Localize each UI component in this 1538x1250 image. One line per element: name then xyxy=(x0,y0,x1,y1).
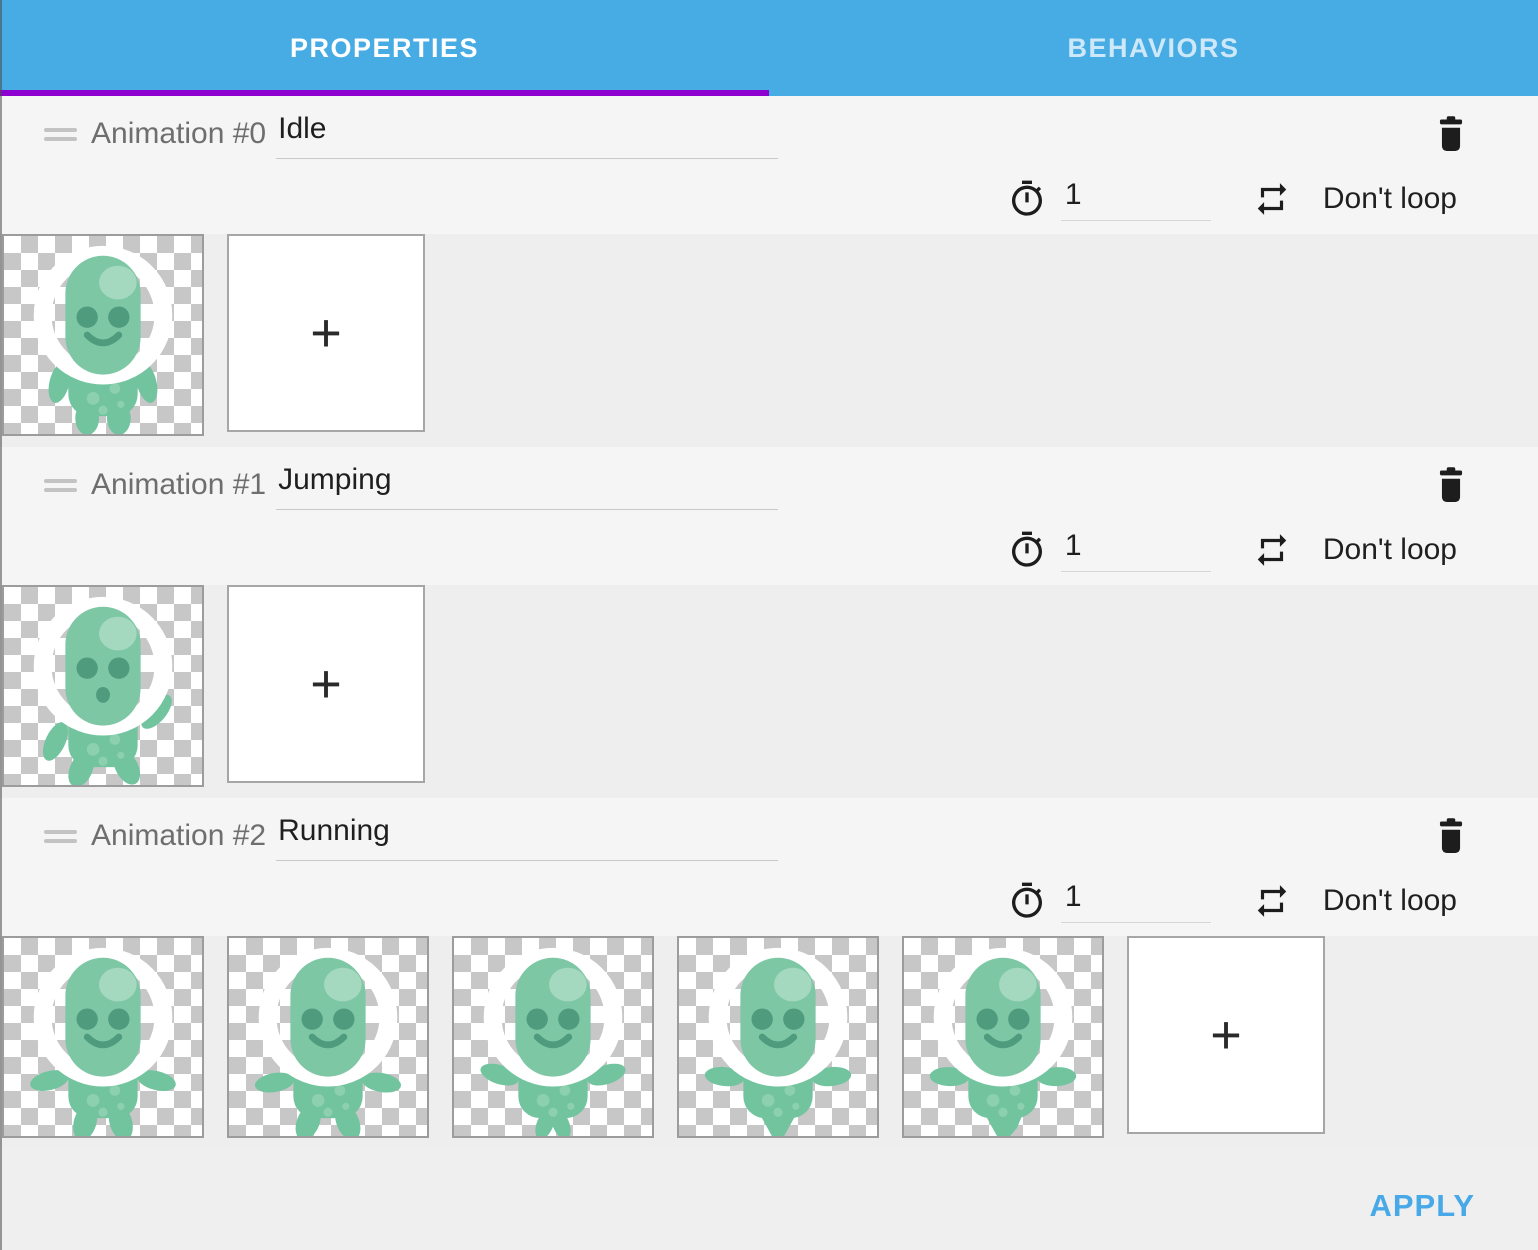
alien-sprite-run4 xyxy=(704,947,852,1136)
window-edge xyxy=(0,0,2,1250)
plus-icon: + xyxy=(310,654,342,714)
loop-toggle[interactable]: Don't loop xyxy=(1253,180,1457,218)
animation-name-row: Animation #2 xyxy=(0,798,1538,866)
time-between-frames-input[interactable] xyxy=(1060,879,1211,923)
drag-handle-icon[interactable] xyxy=(44,825,77,848)
active-tab-indicator xyxy=(0,90,769,96)
delete-animation-button[interactable] xyxy=(1430,462,1472,508)
apply-button[interactable]: APPLY xyxy=(1369,1188,1475,1223)
animation-frame-thumbnail[interactable] xyxy=(677,936,879,1138)
tab-behaviors-label: BEHAVIORS xyxy=(1067,32,1240,63)
animation-name-input[interactable] xyxy=(276,811,779,861)
animation-timing-row: Don't loop xyxy=(0,866,1538,936)
repeat-icon xyxy=(1257,534,1287,566)
trash-icon xyxy=(1439,818,1463,853)
animation-frame-thumbnail[interactable] xyxy=(2,585,204,787)
animation-name-input[interactable] xyxy=(276,460,779,510)
plus-icon: + xyxy=(1210,1005,1242,1065)
animation-section-2: Animation #2 xyxy=(0,798,1538,1149)
loop-mode-label: Don't loop xyxy=(1322,182,1457,215)
animation-index-label: Animation #2 xyxy=(91,819,267,852)
add-frame-button[interactable]: + xyxy=(1127,936,1325,1134)
animation-name-row: Animation #0 xyxy=(0,96,1538,164)
frames-strip: + xyxy=(0,585,1538,798)
alien-sprite-run2 xyxy=(254,947,402,1136)
drag-handle-icon[interactable] xyxy=(44,474,77,497)
time-between-frames-input[interactable] xyxy=(1060,528,1211,572)
alien-sprite-run1 xyxy=(30,947,176,1136)
time-between-frames-input[interactable] xyxy=(1060,177,1211,221)
timer-icon xyxy=(1011,180,1042,216)
tab-properties[interactable]: PROPERTIES xyxy=(0,0,769,96)
footer-bar: APPLY xyxy=(0,1149,1538,1250)
animation-frame-thumbnail[interactable] xyxy=(452,936,654,1138)
drag-handle-icon[interactable] xyxy=(44,123,77,146)
tab-properties-label: PROPERTIES xyxy=(289,32,480,63)
animation-index-label: Animation #1 xyxy=(91,468,267,501)
repeat-icon xyxy=(1257,885,1287,917)
tab-behaviors[interactable]: BEHAVIORS xyxy=(769,0,1538,96)
animation-frame-thumbnail[interactable] xyxy=(2,936,204,1138)
animation-frame-thumbnail[interactable] xyxy=(2,234,204,436)
loop-mode-label: Don't loop xyxy=(1322,533,1457,566)
frames-strip: + xyxy=(0,936,1538,1149)
loop-toggle[interactable]: Don't loop xyxy=(1253,531,1457,569)
animation-index-label: Animation #0 xyxy=(91,117,267,150)
frames-strip: + xyxy=(0,234,1538,447)
add-frame-button[interactable]: + xyxy=(227,585,425,783)
animation-section-1: Animation #1 xyxy=(0,447,1538,798)
trash-icon xyxy=(1439,116,1463,151)
animations-list: Animation #0 xyxy=(0,96,1538,1149)
alien-sprite-idle xyxy=(33,245,173,434)
alien-sprite-jumping xyxy=(33,596,173,785)
repeat-icon xyxy=(1257,183,1287,215)
animation-name-row: Animation #1 xyxy=(0,447,1538,515)
animation-timing-row: Don't loop xyxy=(0,515,1538,585)
animation-frame-thumbnail[interactable] xyxy=(902,936,1104,1138)
animation-section-0: Animation #0 xyxy=(0,96,1538,447)
delete-animation-button[interactable] xyxy=(1430,813,1472,859)
alien-sprite-run5 xyxy=(929,947,1077,1136)
plus-icon: + xyxy=(310,303,342,363)
loop-toggle[interactable]: Don't loop xyxy=(1253,882,1457,920)
timer-icon xyxy=(1011,882,1042,918)
loop-mode-label: Don't loop xyxy=(1322,884,1457,917)
delete-animation-button[interactable] xyxy=(1430,111,1472,157)
tab-bar: PROPERTIES BEHAVIORS xyxy=(0,0,1538,96)
animation-timing-row: Don't loop xyxy=(0,164,1538,234)
trash-icon xyxy=(1439,467,1463,502)
timer-icon xyxy=(1011,531,1042,567)
animation-frame-thumbnail[interactable] xyxy=(227,936,429,1138)
alien-sprite-run3 xyxy=(480,947,626,1136)
add-frame-button[interactable]: + xyxy=(227,234,425,432)
animation-name-input[interactable] xyxy=(276,109,779,159)
